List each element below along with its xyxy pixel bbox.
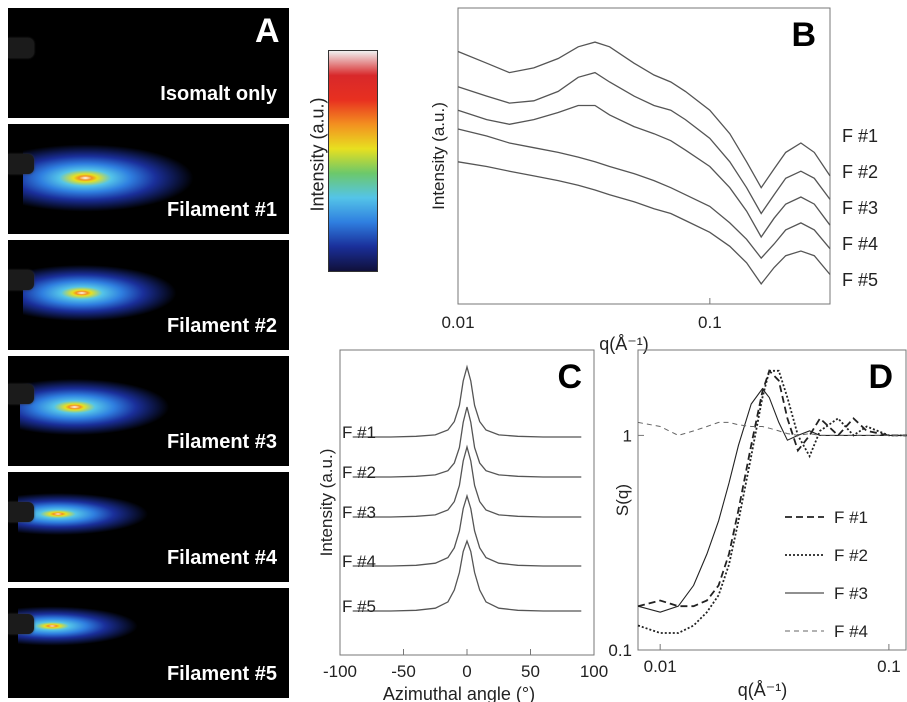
series-line-b-2 <box>457 71 831 215</box>
x-tick-label-b: 0.01 <box>441 313 474 332</box>
x-axis-label-d: q(Å⁻¹) <box>738 680 788 700</box>
detector-image-5: Filament #5 <box>8 588 289 698</box>
legend-label-b: F #5 <box>842 270 878 290</box>
series-label-c: F #3 <box>342 503 376 522</box>
panel-letter-d: D <box>868 358 893 396</box>
detector-image-4: Filament #4 <box>8 472 289 582</box>
series-label-c: F #5 <box>342 597 376 616</box>
series-line-b-5 <box>457 161 831 285</box>
detector-image-0: Isomalt only <box>8 8 289 118</box>
image-caption: Isomalt only <box>160 83 277 105</box>
nozzle-shadow <box>8 154 34 174</box>
detector-image-3: Filament #3 <box>8 356 289 466</box>
y-tick-label-d: 1 <box>623 426 632 445</box>
x-tick-label-c: -50 <box>391 662 416 681</box>
x-tick-label-c: 100 <box>580 662 608 681</box>
x-tick-label-c: 50 <box>521 662 540 681</box>
detector-image-2: Filament #2 <box>8 240 289 350</box>
scatter-glow <box>18 484 218 544</box>
legend-label-d: F #3 <box>834 584 868 603</box>
series-label-c: F #4 <box>342 552 376 571</box>
scatter-glow <box>23 256 233 330</box>
series-line-c-3 <box>352 444 582 518</box>
y-axis-label-d: S(q) <box>613 484 632 516</box>
legend-label-d: F #1 <box>834 508 868 527</box>
x-tick-label-c: -100 <box>323 662 357 681</box>
legend-label-b: F #3 <box>842 198 878 218</box>
plot-frame-c <box>339 349 595 656</box>
legend-label-d: F #4 <box>834 622 868 641</box>
x-tick-label-c: 0 <box>462 662 471 681</box>
nozzle-shadow <box>8 502 34 522</box>
nozzle-shadow <box>8 614 34 634</box>
series-line-d-2 <box>637 369 907 634</box>
series-line-c-5 <box>352 539 582 612</box>
legend-label-b: F #2 <box>842 162 878 182</box>
detector-image-1: Filament #1 <box>8 124 289 234</box>
nozzle-shadow <box>8 270 34 290</box>
series-line-b-1 <box>457 41 831 189</box>
series-line-d-4 <box>637 421 907 436</box>
series-line-c-4 <box>352 493 582 567</box>
panel-letter-b: B <box>791 16 816 54</box>
image-caption: Filament #3 <box>166 431 277 453</box>
y-axis-label-b: Intensity (a.u.) <box>429 102 448 210</box>
plot-frame-b <box>457 7 831 305</box>
legend-label-d: F #2 <box>834 546 868 565</box>
scatter-glow <box>20 370 230 444</box>
scatter-glow <box>18 598 208 654</box>
series-line-b-4 <box>457 128 831 260</box>
legend-label-b: F #4 <box>842 234 878 254</box>
plot-frame-d <box>637 349 907 651</box>
series-label-c: F #1 <box>342 423 376 442</box>
series-line-c-2 <box>352 406 582 478</box>
nozzle-shadow <box>8 38 34 58</box>
x-tick-label-b: 0.1 <box>698 313 722 332</box>
x-tick-label-d: 0.01 <box>644 657 677 676</box>
series-line-c-1 <box>352 364 582 438</box>
y-axis-label-c: Intensity (a.u.) <box>317 449 336 557</box>
y-tick-label-d: 0.1 <box>608 641 632 660</box>
series-line-b-3 <box>457 104 831 239</box>
x-axis-label-b: q(Å⁻¹) <box>599 334 649 354</box>
image-caption: Filament #2 <box>166 315 277 337</box>
image-caption: Filament #4 <box>166 547 277 569</box>
colorbar <box>328 50 378 272</box>
panel-letter-a: A <box>255 12 280 50</box>
series-label-c: F #2 <box>342 463 376 482</box>
nozzle-shadow <box>8 384 34 404</box>
series-line-d-3 <box>637 387 907 613</box>
image-caption: Filament #1 <box>166 199 277 221</box>
x-tick-label-d: 0.1 <box>877 657 901 676</box>
panel-letter-c: C <box>557 358 582 396</box>
legend-label-b: F #1 <box>842 126 878 146</box>
scatter-glow <box>23 136 263 220</box>
x-axis-label-c: Azimuthal angle (°) <box>383 684 535 702</box>
image-caption: Filament #5 <box>166 663 277 685</box>
